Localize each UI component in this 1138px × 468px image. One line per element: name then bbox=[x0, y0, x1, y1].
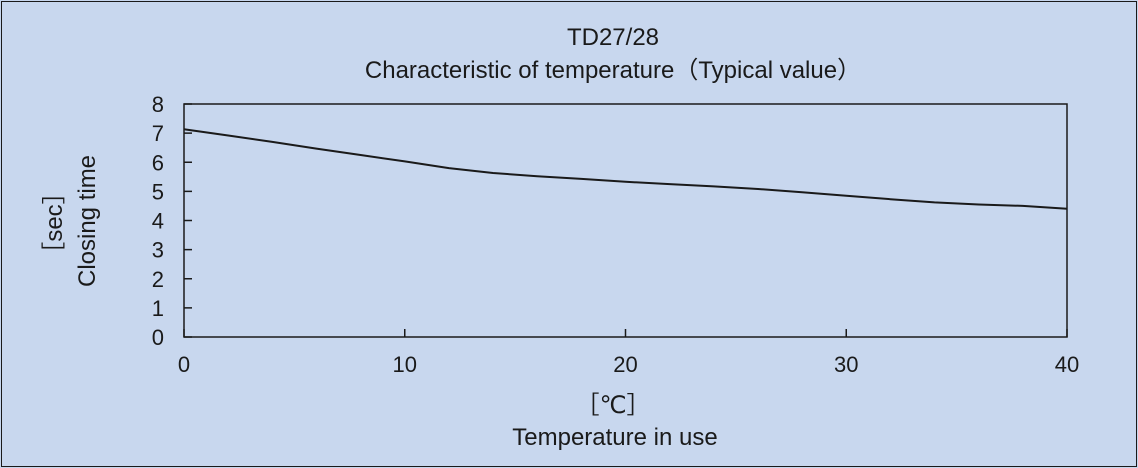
y-tick-label: 0 bbox=[152, 325, 164, 350]
y-tick-label: 3 bbox=[152, 238, 164, 263]
x-axis-ticks: 0 10 20 30 40 bbox=[178, 329, 1079, 377]
y-tick-label: 7 bbox=[152, 121, 164, 146]
x-tick-label: 0 bbox=[178, 352, 190, 377]
y-tick-label: 6 bbox=[152, 150, 164, 175]
y-tick-label: 1 bbox=[152, 296, 164, 321]
x-tick-label: 40 bbox=[1055, 352, 1079, 377]
y-axis-unit: ［sec］ bbox=[41, 180, 68, 265]
series-group bbox=[183, 128, 1068, 210]
x-axis-unit: ［℃］ bbox=[576, 392, 651, 419]
chart-subtitle: Characteristic of temperature（Typical va… bbox=[365, 57, 861, 84]
y-tick-label: 2 bbox=[152, 267, 164, 292]
x-axis-label: Temperature in use bbox=[512, 424, 717, 451]
x-tick-label: 30 bbox=[834, 352, 858, 377]
y-tick-label: 4 bbox=[152, 209, 164, 234]
chart-title: TD27/28 bbox=[567, 24, 659, 51]
plot-border bbox=[183, 103, 1068, 338]
plot-area bbox=[183, 103, 1068, 338]
y-axis-ticks: 0 1 2 3 4 5 6 7 8 bbox=[152, 92, 192, 350]
x-tick-label: 20 bbox=[613, 352, 637, 377]
x-tick-label: 10 bbox=[393, 352, 417, 377]
y-axis-label: Closing time bbox=[74, 155, 101, 287]
y-tick-label: 5 bbox=[152, 179, 164, 204]
y-tick-label: 8 bbox=[152, 92, 164, 117]
series-line bbox=[183, 128, 1068, 210]
